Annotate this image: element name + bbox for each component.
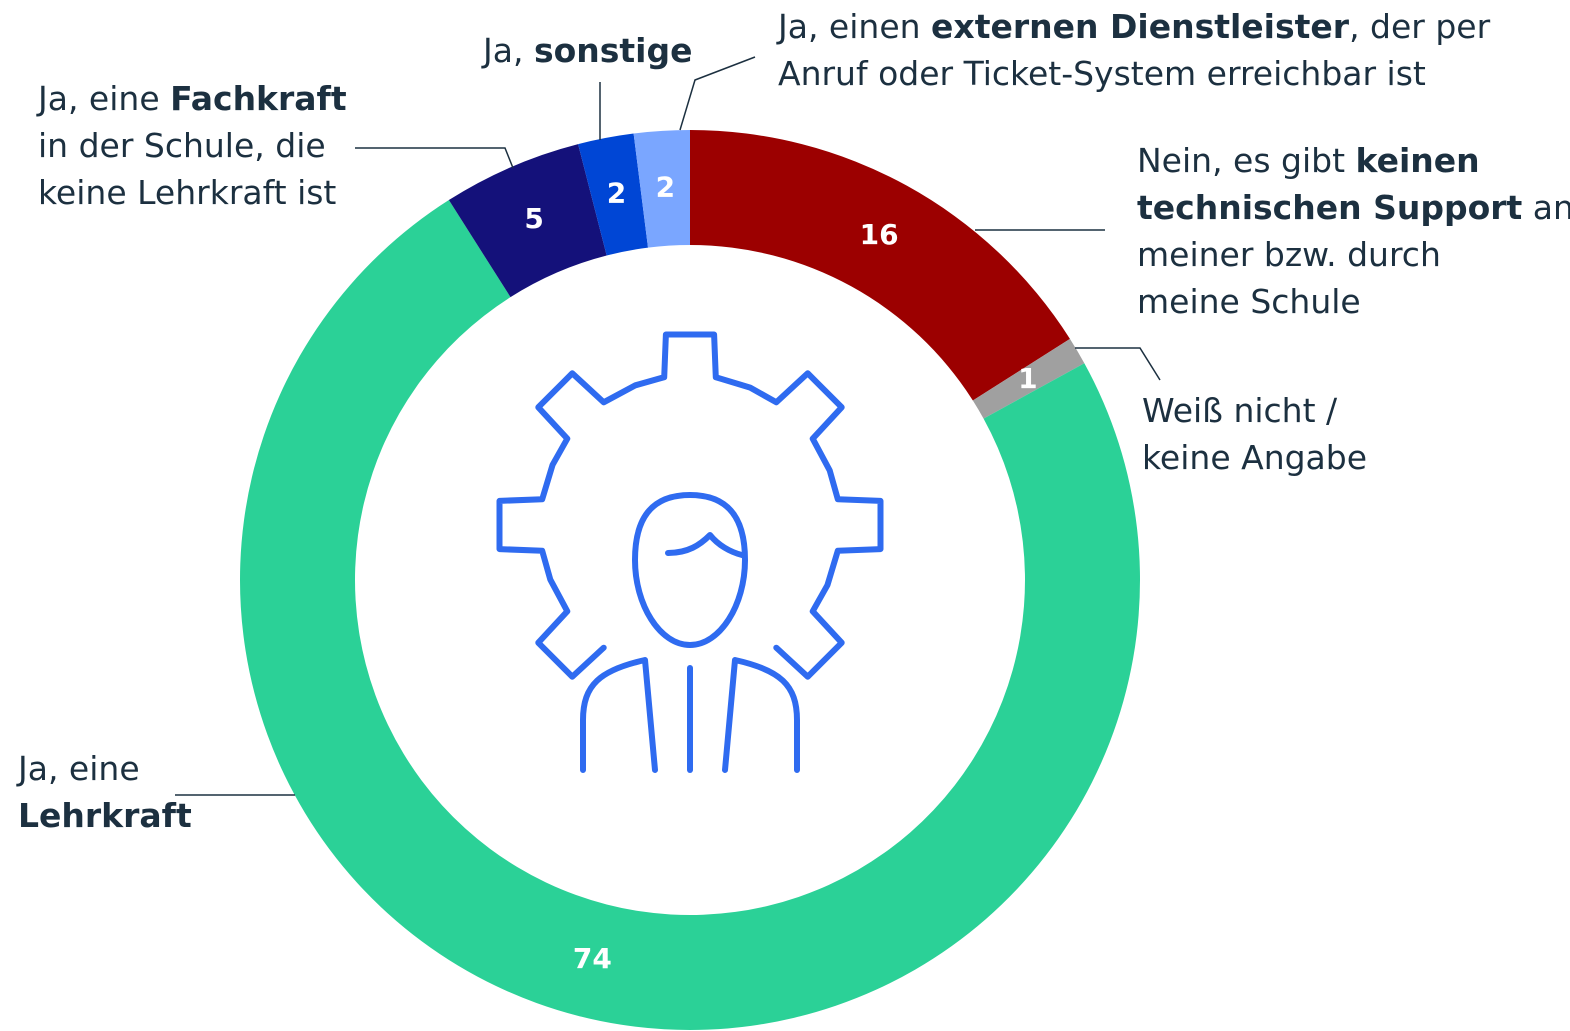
- head-icon: [632, 492, 748, 648]
- category-label: Ja, eine: [16, 749, 140, 788]
- label-run: Fachkraft: [170, 79, 347, 118]
- category-label: Ja, einen externen Dienstleister, der pe…: [776, 7, 1491, 46]
- leader-line: [679, 56, 756, 131]
- label-run: sonstige: [534, 31, 693, 70]
- leader-lines: [175, 56, 1161, 796]
- label-run: meine Schule: [1137, 282, 1361, 321]
- category-label: keine Lehrkraft ist: [38, 173, 336, 212]
- label-run: keinen: [1356, 141, 1480, 180]
- category-label: Ja, eine Fachkraft: [36, 79, 347, 118]
- label-run: Anruf oder Ticket-System erreichbar ist: [778, 54, 1426, 93]
- category-label: keine Angabe: [1142, 438, 1367, 477]
- label-run: an: [1522, 188, 1570, 227]
- label-run: Ja,: [481, 31, 534, 70]
- category-label: meine Schule: [1137, 282, 1361, 321]
- label-run: keine Lehrkraft ist: [38, 173, 336, 212]
- support-icon: [496, 331, 884, 773]
- label-run: externen Dienstleister: [931, 7, 1350, 46]
- category-label: technischen Support an: [1137, 188, 1570, 227]
- category-label: meiner bzw. durch: [1137, 235, 1441, 274]
- category-label: Nein, es gibt keinen: [1137, 141, 1480, 180]
- shoulder-icon: [580, 657, 658, 773]
- value-label: 16: [860, 218, 899, 251]
- donut-segment: [578, 133, 649, 256]
- label-run: keine Angabe: [1142, 438, 1367, 477]
- label-run: Lehrkraft: [18, 796, 192, 835]
- category-label: Anruf oder Ticket-System erreichbar ist: [778, 54, 1426, 93]
- shoulder-icon: [722, 657, 800, 773]
- value-label: 1: [1018, 362, 1037, 395]
- label-run: meiner bzw. durch: [1137, 235, 1441, 274]
- label-run: technischen Support: [1137, 188, 1523, 227]
- category-label: Weiß nicht /: [1142, 391, 1338, 430]
- labels: Nein, es gibt keinen technischen Support …: [16, 7, 1570, 835]
- leader-line: [355, 147, 514, 169]
- donut: 16 1 74 5 2 2: [240, 130, 1141, 1031]
- value-label: 2: [656, 170, 675, 203]
- label-run: Nein, es gibt: [1137, 141, 1356, 180]
- donut-segment: [972, 338, 1085, 419]
- donut-segment: [633, 130, 690, 248]
- label-run: Ja, einen: [776, 7, 931, 46]
- gear-icon: [496, 331, 884, 680]
- hair-icon: [665, 532, 745, 558]
- label-run: in der Schule, die: [38, 126, 326, 165]
- label-run: , der per: [1349, 7, 1491, 46]
- value-label: 74: [573, 942, 612, 975]
- donut-segment: [690, 130, 1070, 401]
- donut-segment: [448, 144, 607, 298]
- leader-line: [1075, 347, 1161, 381]
- category-label: Ja, sonstige: [481, 31, 692, 70]
- value-label: 2: [607, 176, 626, 209]
- value-label: 5: [524, 202, 543, 235]
- label-run: Ja, eine: [36, 79, 170, 118]
- label-run: Ja, eine: [16, 749, 140, 788]
- category-label: in der Schule, die: [38, 126, 326, 165]
- category-label: Lehrkraft: [18, 796, 192, 835]
- label-run: Weiß nicht /: [1142, 391, 1338, 430]
